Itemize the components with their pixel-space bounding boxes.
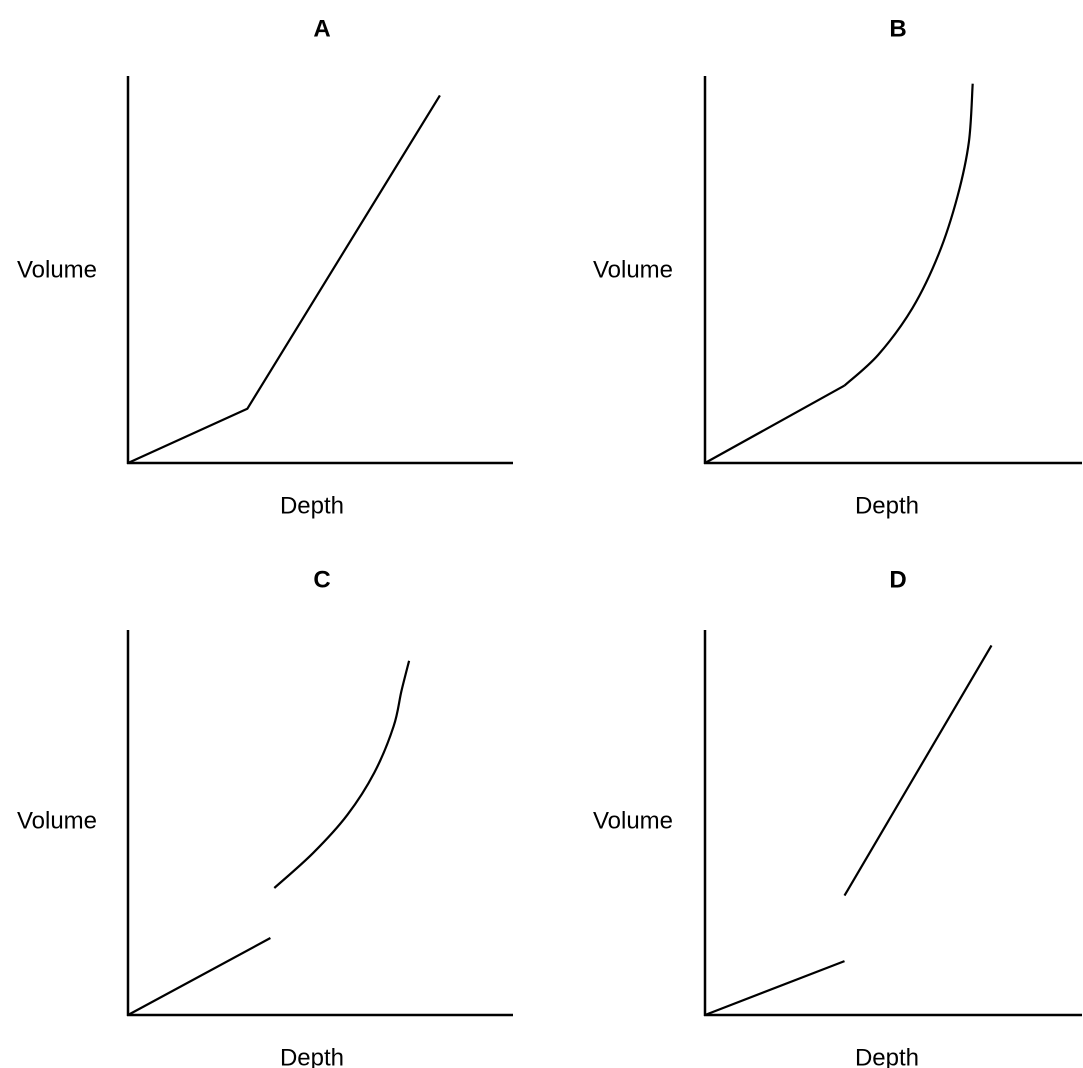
- panel-c-ylabel: Volume: [17, 807, 97, 834]
- panel-c: C Volume Depth: [17, 566, 513, 1068]
- panel-b-series-1: [704, 384, 846, 464]
- panel-a-title: A: [313, 15, 330, 42]
- panel-b-title: B: [889, 15, 906, 42]
- panel-b-ylabel: Volume: [593, 256, 673, 283]
- panel-b-series-2: [843, 83, 974, 387]
- panel-d-title: D: [889, 566, 906, 593]
- panel-b-xlabel: Depth: [855, 492, 919, 519]
- panel-a-ylabel: Volume: [17, 256, 97, 283]
- panel-d-xlabel: Depth: [855, 1044, 919, 1068]
- panel-d-series-2: [843, 644, 993, 897]
- panel-d: D Volume Depth: [593, 566, 1082, 1068]
- panel-a: A Volume Depth: [17, 15, 513, 519]
- panel-d-ylabel: Volume: [593, 807, 673, 834]
- panel-c-series-1: [127, 937, 271, 1016]
- panel-c-title: C: [313, 566, 330, 593]
- panel-a-series-1: [127, 94, 441, 465]
- panel-b: B Volume Depth: [593, 15, 1082, 519]
- panel-c-series-2: [273, 660, 411, 889]
- panel-a-xlabel: Depth: [280, 492, 344, 519]
- panel-d-series-1: [704, 960, 845, 1017]
- panel-c-xlabel: Depth: [280, 1044, 344, 1068]
